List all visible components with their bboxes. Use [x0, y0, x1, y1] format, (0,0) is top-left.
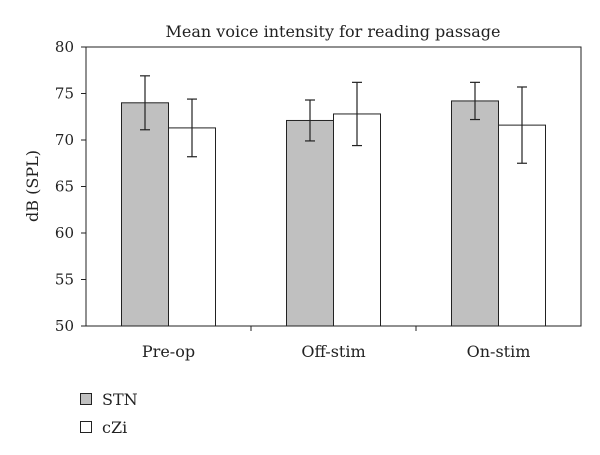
legend-item-czi: cZi: [80, 413, 138, 441]
bar-stn-pre-op: [121, 102, 169, 327]
y-tick-label: 50: [55, 317, 74, 335]
legend-label-czi: cZi: [102, 417, 128, 437]
bar-czi-pre-op: [168, 127, 216, 327]
bar-stn-off-stim: [286, 119, 334, 327]
y-tick-label: 80: [55, 38, 74, 56]
legend-label-stn: STN: [102, 389, 138, 409]
legend-swatch-stn: [80, 393, 92, 405]
legend-swatch-czi: [80, 421, 92, 433]
y-tick-label: 65: [55, 178, 74, 196]
y-tick-label: 60: [55, 224, 74, 242]
bar-czi-off-stim: [333, 113, 381, 327]
x-tick-label: Pre-op: [142, 342, 195, 361]
legend-item-stn: STN: [80, 385, 138, 413]
y-tick-label: 75: [55, 85, 74, 103]
y-tick-label: 70: [55, 131, 74, 149]
x-tick-label: On-stim: [467, 342, 531, 361]
y-tick-label: 55: [55, 271, 74, 289]
plot-area: 50 55 60 65 70 75 80 Pre-op Off-stim On-stim: [55, 38, 582, 361]
chart-title: Mean voice intensity for reading passage: [166, 22, 501, 41]
x-tick-label: Off-stim: [301, 342, 365, 361]
bar-stn-on-stim: [451, 100, 499, 327]
y-axis-label: dB (SPL): [23, 150, 42, 222]
legend: STN cZi: [80, 385, 138, 441]
